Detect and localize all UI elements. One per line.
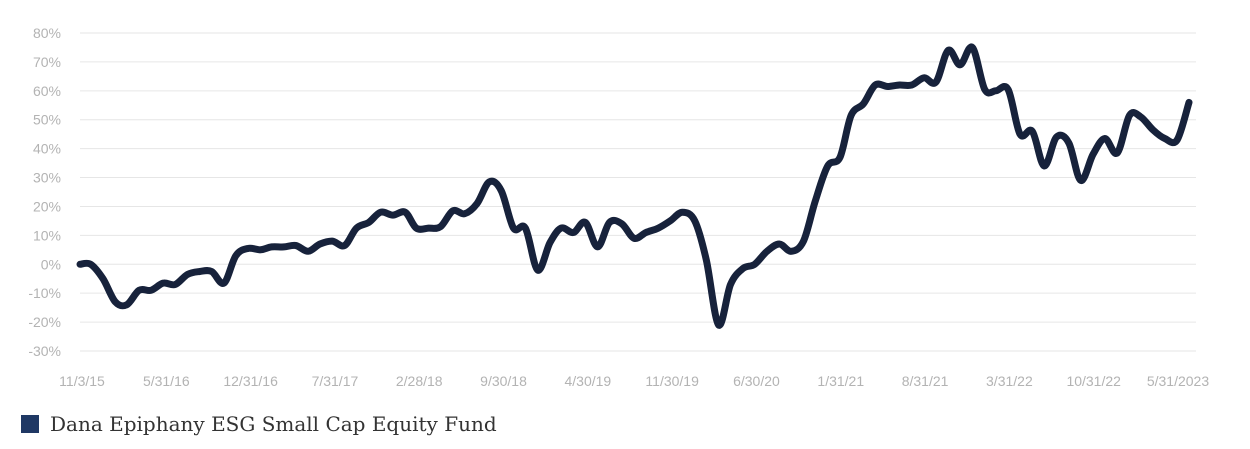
chart-area: 80% 70% 60% 50% 40% 30% 20% 10% 0% -10% -20% -30% 11… (28, 25, 1209, 389)
x-tick-label: 9/30/18 (480, 373, 527, 389)
x-tick-label: 8/31/21 (902, 373, 949, 389)
legend-swatch (21, 415, 39, 433)
x-tick-label: 3/31/22 (986, 373, 1033, 389)
x-tick-label: 5/31/16 (143, 373, 190, 389)
y-tick-label: 80% (33, 25, 61, 41)
y-tick-label: -20% (28, 314, 61, 330)
x-tick-label: 12/31/16 (223, 373, 278, 389)
x-tick-label: 10/31/22 (1066, 373, 1121, 389)
x-tick-label: 2/28/18 (396, 373, 443, 389)
y-tick-label: -10% (28, 285, 61, 301)
x-tick-label: 7/31/17 (312, 373, 359, 389)
x-tick-label: 1/31/21 (817, 373, 864, 389)
y-tick-label: 20% (33, 198, 61, 214)
line-chart: 80% 70% 60% 50% 40% 30% 20% 10% 0% -10% -20% -30% 11… (28, 25, 1209, 389)
x-tick-label: 11/3/15 (59, 373, 105, 389)
y-tick-label: 40% (33, 141, 61, 157)
series-line (76, 43, 1193, 329)
y-tick-label: 60% (33, 83, 61, 99)
y-tick-label: 70% (33, 54, 61, 70)
y-tick-label: 50% (33, 112, 61, 128)
y-tick-label: 0% (41, 256, 61, 272)
legend-label: Dana Epiphany ESG Small Cap Equity Fund (50, 412, 497, 436)
x-tick-label: 6/30/20 (733, 373, 780, 389)
x-tick-label: 4/30/19 (564, 373, 611, 389)
x-tick-label: 5/31/2023 (1147, 373, 1209, 389)
legend: Dana Epiphany ESG Small Cap Equity Fund (21, 412, 497, 436)
y-tick-label: 30% (33, 170, 61, 186)
y-tick-label: 10% (33, 227, 61, 243)
x-tick-label: 11/30/19 (645, 373, 699, 389)
y-tick-label: -30% (28, 343, 61, 359)
